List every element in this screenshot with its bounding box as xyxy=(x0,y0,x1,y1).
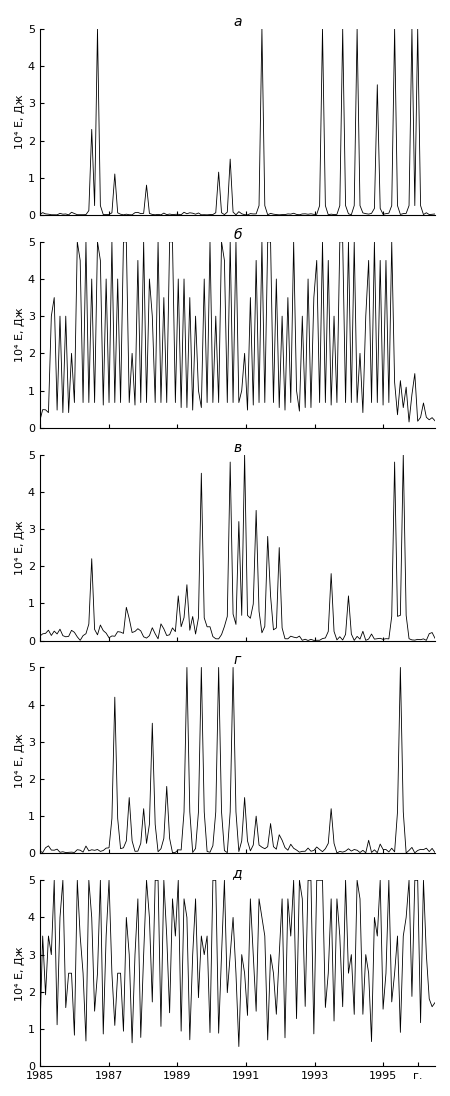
Title: б: б xyxy=(233,228,242,242)
Y-axis label: 10⁴ E, Дж: 10⁴ E, Дж xyxy=(15,733,25,788)
Y-axis label: 10⁴ E, Дж: 10⁴ E, Дж xyxy=(15,946,25,1001)
Title: а: а xyxy=(233,15,242,28)
Y-axis label: 10⁴ E, Дж: 10⁴ E, Дж xyxy=(15,521,25,575)
Y-axis label: 10⁴ E, Дж: 10⁴ E, Дж xyxy=(15,307,25,362)
Title: д: д xyxy=(233,866,242,880)
Y-axis label: 10⁴ E, Дж: 10⁴ E, Дж xyxy=(15,94,25,149)
Title: в: в xyxy=(234,441,242,455)
Title: г: г xyxy=(234,653,241,667)
